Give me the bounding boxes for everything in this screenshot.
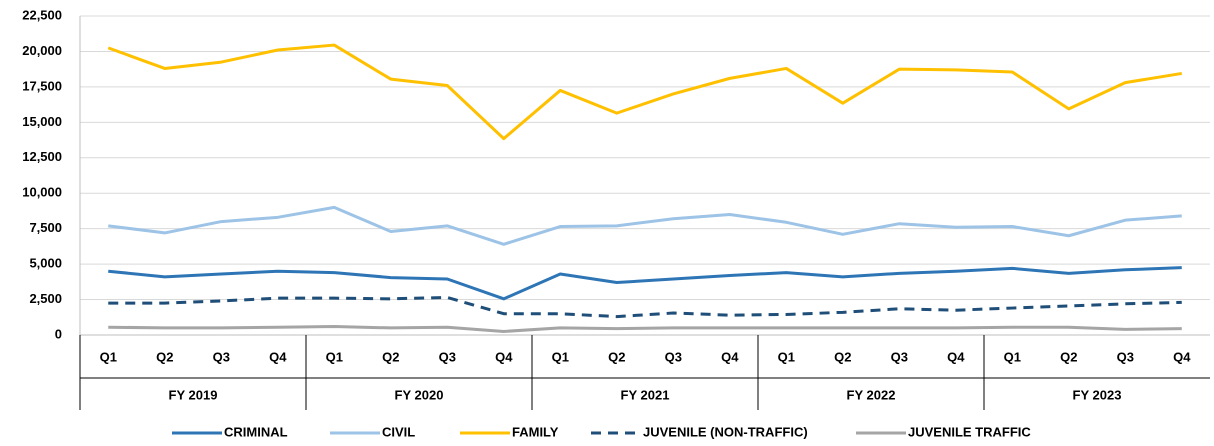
group-label: FY 2019 — [169, 387, 218, 402]
x-tick-label: Q3 — [1117, 349, 1134, 364]
y-tick-label: 0 — [55, 326, 62, 341]
series-line — [108, 205, 1182, 246]
x-tick-label: Q2 — [1060, 349, 1077, 364]
y-tick-label: 2,500 — [29, 291, 62, 306]
group-label: FY 2020 — [395, 387, 444, 402]
series-line — [108, 324, 1182, 333]
legend-label: JUVENILE (NON-TRAFFIC) — [643, 424, 808, 439]
x-tick-label: Q2 — [156, 349, 173, 364]
x-tick-label: Q4 — [1173, 349, 1191, 364]
x-tick-label: Q4 — [495, 349, 513, 364]
y-tick-label: 12,500 — [22, 149, 62, 164]
y-tick-label: 22,500 — [22, 7, 62, 22]
y-tick-label: 5,000 — [29, 256, 62, 271]
x-tick-label: Q2 — [382, 349, 399, 364]
y-tick-label: 15,000 — [22, 114, 62, 129]
x-tick-label: Q1 — [326, 349, 343, 364]
y-tick-label: 17,500 — [22, 78, 62, 93]
series-line — [107, 43, 1182, 141]
legend-label: JUVENILE TRAFFIC — [908, 424, 1031, 439]
x-tick-label: Q1 — [778, 349, 795, 364]
x-tick-label: Q3 — [891, 349, 908, 364]
series-line — [108, 295, 1182, 319]
y-tick-label: 7,500 — [29, 220, 62, 235]
series-line — [108, 266, 1182, 301]
x-tick-label: Q3 — [665, 349, 682, 364]
group-label: FY 2021 — [621, 387, 670, 402]
y-tick-label: 20,000 — [22, 43, 62, 58]
x-tick-label: Q1 — [100, 349, 117, 364]
legend-label: CRIMINAL — [224, 424, 288, 439]
x-tick-label: Q3 — [439, 349, 456, 364]
x-tick-label: Q3 — [213, 349, 230, 364]
y-tick-label: 10,000 — [22, 185, 62, 200]
x-tick-label: Q1 — [552, 349, 569, 364]
legend-label: CIVIL — [382, 424, 415, 439]
group-label: FY 2023 — [1073, 387, 1122, 402]
x-tick-label: Q2 — [608, 349, 625, 364]
x-tick-label: Q1 — [1004, 349, 1021, 364]
x-tick-label: Q4 — [947, 349, 965, 364]
x-tick-label: Q4 — [269, 349, 287, 364]
legend-label: FAMILY — [512, 424, 559, 439]
x-tick-label: Q4 — [721, 349, 739, 364]
x-tick-label: Q2 — [834, 349, 851, 364]
group-label: FY 2022 — [847, 387, 896, 402]
